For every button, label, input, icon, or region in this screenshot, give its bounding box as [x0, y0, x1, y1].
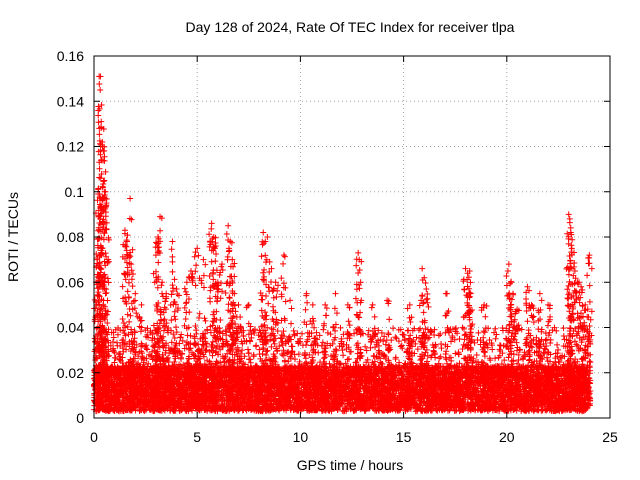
data-point	[392, 334, 399, 341]
data-point	[438, 345, 445, 352]
data-point	[381, 352, 388, 359]
data-point	[542, 337, 549, 344]
data-point	[541, 345, 548, 352]
data-point	[122, 332, 129, 339]
data-point	[149, 348, 156, 355]
data-point	[482, 325, 489, 332]
data-point	[414, 346, 421, 353]
data-point	[365, 331, 372, 338]
data-point	[109, 339, 116, 346]
grid-lines	[94, 56, 610, 418]
data-point	[217, 346, 224, 353]
data-point	[268, 343, 275, 350]
data-point	[560, 333, 567, 340]
data-point	[313, 329, 320, 336]
data-point	[176, 340, 183, 347]
data-point	[363, 347, 370, 354]
data-points	[91, 73, 595, 415]
data-point	[517, 347, 524, 354]
data-point	[340, 352, 347, 359]
data-point	[352, 359, 359, 366]
data-point	[436, 355, 443, 362]
data-point	[324, 329, 331, 336]
chart-title: Day 128 of 2024, Rate Of TEC Index for r…	[186, 19, 515, 35]
data-point	[362, 343, 369, 350]
data-point	[340, 331, 347, 338]
data-point	[316, 332, 323, 339]
data-point	[375, 327, 382, 334]
data-point	[395, 338, 402, 345]
data-point	[437, 331, 444, 338]
data-point	[193, 327, 200, 334]
data-point	[207, 329, 214, 336]
data-point	[398, 342, 405, 349]
data-point	[543, 354, 550, 361]
data-point	[587, 359, 594, 366]
data-point	[474, 337, 481, 344]
data-point	[473, 352, 480, 359]
data-point	[475, 329, 482, 336]
data-point	[178, 355, 185, 362]
data-point	[342, 360, 349, 367]
data-point	[244, 346, 251, 353]
